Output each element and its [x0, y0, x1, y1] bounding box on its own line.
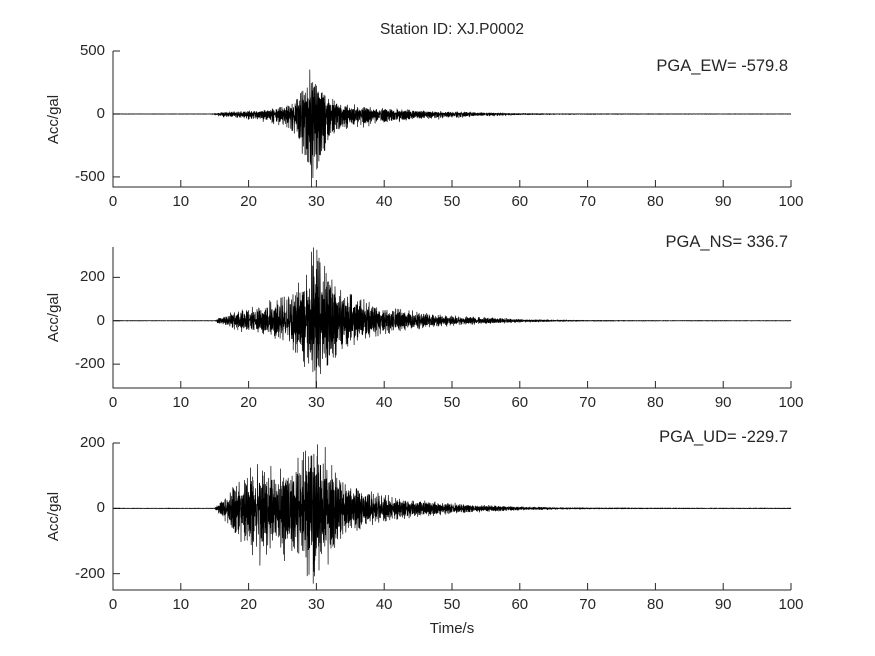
x-tick-label-ew: 30 — [308, 193, 325, 210]
trace-ns — [112, 247, 792, 389]
x-tick-label-ns: 10 — [172, 394, 190, 411]
x-tick-label-ud: 20 — [240, 596, 257, 613]
pga-annotation-ud: PGA_UD= -229.7 — [659, 428, 788, 446]
pga-annotation-ew: PGA_EW= -579.8 — [656, 57, 788, 75]
y-tick-label-ud: -200 — [74, 564, 105, 582]
x-tick-label-ud: 80 — [647, 596, 664, 613]
x-tick-label-ud: 10 — [172, 596, 190, 613]
x-tick-label-ns: 50 — [443, 394, 461, 411]
x-tick-label-ew: 70 — [579, 193, 596, 210]
y-tick-label-ns: 200 — [79, 268, 105, 286]
x-tick-label-ew: 10 — [172, 193, 190, 210]
x-tick-label-ns: 0 — [108, 394, 118, 411]
x-tick-label-ns: 100 — [778, 394, 804, 411]
x-tick-label-ew: 50 — [443, 193, 461, 210]
y-tick-label-ns: 0 — [96, 311, 105, 329]
trace-ew — [112, 69, 792, 188]
x-tick-label-ns: 40 — [375, 394, 393, 411]
pga-annotation-ns: PGA_NS= 336.7 — [665, 233, 788, 251]
x-tick-label-ud: 0 — [108, 596, 118, 613]
trace-ud — [112, 444, 792, 584]
x-tick-label-ud: 70 — [579, 596, 596, 613]
axis-spines-ud — [112, 443, 791, 591]
y-tick-label-ns: -200 — [74, 355, 105, 373]
x-tick-label-ud: 90 — [714, 596, 732, 613]
x-tick-label-ns: 60 — [511, 394, 529, 411]
x-tick-label-ew: 60 — [511, 193, 529, 210]
x-tick-label-ns: 30 — [308, 394, 325, 411]
x-tick-label-ew: 0 — [108, 193, 118, 210]
x-tick-label-ns: 70 — [579, 394, 596, 411]
x-tick-label-ew: 100 — [778, 193, 804, 210]
axis-spines-ns — [112, 247, 791, 389]
x-tick-label-ud: 50 — [443, 596, 461, 613]
x-tick-label-ud: 100 — [778, 596, 804, 613]
y-tick-label-ew: 500 — [79, 42, 105, 59]
y-tick-label-ew: -500 — [74, 167, 105, 185]
x-tick-label-ew: 40 — [375, 193, 393, 210]
x-tick-label-ud: 60 — [511, 596, 529, 613]
x-tick-label-ew: 90 — [714, 193, 732, 210]
x-tick-label-ud: 30 — [308, 596, 325, 613]
x-tick-label-ns: 80 — [647, 394, 664, 411]
x-tick-label-ew: 80 — [647, 193, 664, 210]
y-tick-label-ud: 0 — [96, 499, 105, 517]
y-tick-label-ew: 0 — [96, 104, 105, 122]
x-tick-label-ud: 40 — [375, 596, 393, 613]
figure-title: Station ID: XJ.P0002 — [380, 21, 524, 38]
x-tick-label-ns: 90 — [714, 394, 732, 411]
x-axis-label: Time/s — [429, 620, 475, 637]
y-tick-label-ud: 200 — [79, 434, 105, 451]
x-tick-label-ns: 20 — [240, 394, 257, 411]
x-tick-label-ew: 20 — [240, 193, 257, 210]
